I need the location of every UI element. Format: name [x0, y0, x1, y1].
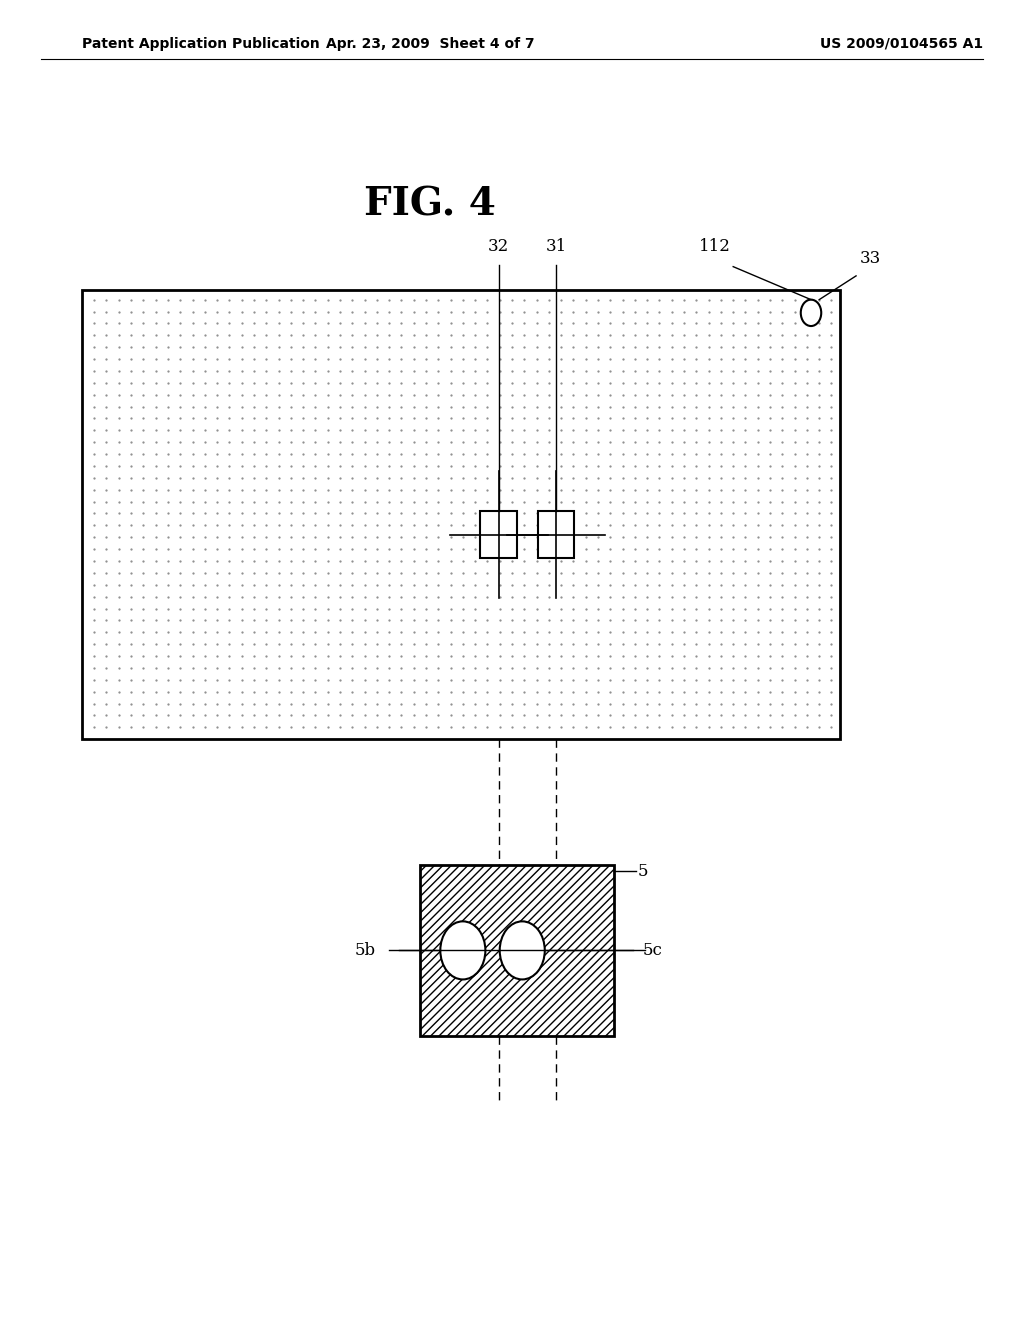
Circle shape	[801, 300, 821, 326]
Text: FIG. 4: FIG. 4	[365, 186, 496, 223]
Text: 112: 112	[698, 238, 731, 255]
Text: US 2009/0104565 A1: US 2009/0104565 A1	[819, 37, 983, 50]
Bar	[480, 511, 517, 558]
Text: 5: 5	[638, 863, 648, 879]
Circle shape	[500, 921, 545, 979]
Bar	[420, 865, 614, 1036]
Text: Apr. 23, 2009  Sheet 4 of 7: Apr. 23, 2009 Sheet 4 of 7	[326, 37, 535, 50]
Circle shape	[440, 921, 485, 979]
Text: 5b: 5b	[354, 942, 376, 958]
Text: Patent Application Publication: Patent Application Publication	[82, 37, 319, 50]
Bar	[538, 511, 574, 558]
Text: 5c: 5c	[643, 942, 663, 958]
Bar	[82, 290, 840, 739]
Bar	[82, 290, 840, 739]
Text: 32: 32	[488, 238, 509, 255]
Text: 33: 33	[860, 249, 882, 267]
Text: 31: 31	[546, 238, 566, 255]
